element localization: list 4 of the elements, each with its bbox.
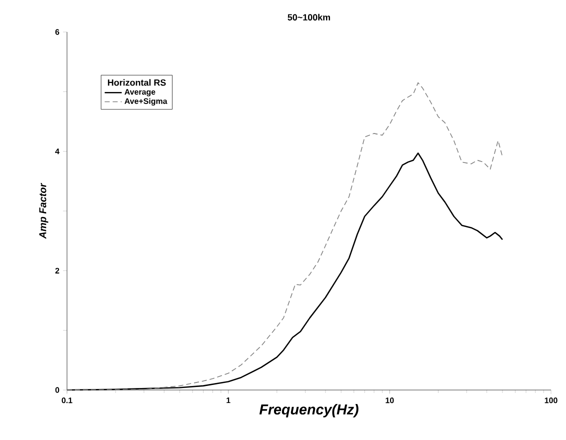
- legend-title: Horizontal RS: [108, 79, 166, 86]
- x-axis-title: Frequency(Hz): [259, 404, 358, 418]
- chart-title: 50~100km: [288, 14, 330, 21]
- y-axis-title: Amp Factor: [39, 182, 48, 239]
